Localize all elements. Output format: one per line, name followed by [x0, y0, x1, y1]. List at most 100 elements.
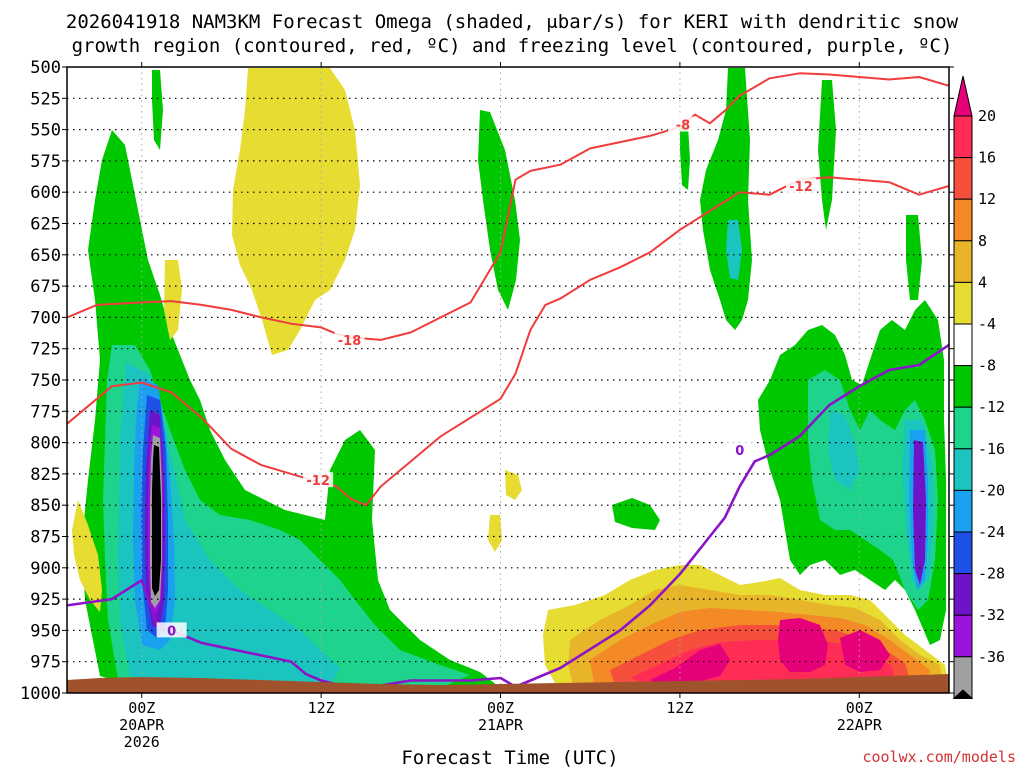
y-tick-label: 900	[30, 559, 61, 579]
colorbar-label: -32	[978, 606, 1005, 624]
x-tick-label: 12Z	[308, 699, 335, 717]
colorbar-segment	[953, 157, 973, 200]
chart-title-line-2: growth region (contoured, red, ºC) and f…	[72, 35, 953, 57]
sink-left-edge	[72, 500, 102, 612]
right-lift-cyan	[828, 410, 860, 490]
sink-small-21apr	[505, 470, 522, 500]
lift-patch-21apr-upper	[478, 110, 520, 310]
lift-patch-12z-upper	[680, 125, 690, 190]
colorbar-segment	[953, 281, 973, 325]
y-tick-label: 675	[30, 277, 61, 297]
y-tick-label: 875	[30, 528, 61, 548]
y-tick-label: 1000	[20, 684, 61, 704]
y-tick-label: 825	[30, 465, 61, 485]
y-tick-label: 750	[30, 371, 61, 391]
y-tick-label: 575	[30, 152, 61, 172]
lift-patch-21apr-small	[612, 498, 660, 530]
colorbar-label: -16	[978, 440, 1005, 458]
x-tick-label: 22APR	[837, 716, 883, 734]
contour-label-bg	[667, 116, 698, 132]
colorbar-label: -4	[978, 315, 996, 333]
colorbar-label: 20	[978, 107, 996, 125]
colorbar-label: -8	[978, 357, 996, 375]
right-lift-column-upper-green	[818, 80, 836, 230]
y-tick-label: 500	[30, 58, 61, 78]
colorbar-label: 8	[978, 232, 987, 250]
contour-label-bg	[334, 331, 365, 347]
y-tick-label: 550	[30, 121, 61, 141]
colorbar-segment	[953, 448, 973, 491]
colorbar-segment	[953, 115, 973, 159]
x-tick-label: 00Z	[128, 699, 155, 717]
contour-label: 0	[167, 624, 176, 639]
contour-label-bg	[303, 472, 334, 488]
colorbar-label: -36	[978, 648, 1005, 666]
contour-line	[67, 72, 949, 341]
pressure-axis: 500 525 550 575 600 625 650 675 700 725 750 775 800 8…	[20, 58, 954, 704]
contour-label-bg	[786, 177, 817, 193]
sink-small-21apr-2	[488, 515, 502, 552]
y-tick-label: 600	[30, 183, 61, 203]
sink-low-magenta-2	[778, 618, 828, 672]
colorbar-label: 12	[978, 190, 996, 208]
colorbar-segment	[953, 573, 973, 616]
y-tick-label: 650	[30, 246, 61, 266]
y-tick-label: 525	[30, 89, 61, 109]
colorbar-segment	[953, 198, 973, 242]
sink-low-magenta-1	[650, 644, 730, 686]
chart-title-line-1: 2026041918 NAM3KM Forecast Omega (shaded…	[66, 11, 959, 33]
right-lift-upper-cyan	[726, 220, 742, 280]
x-tick-label: 00Z	[846, 699, 873, 717]
contour-label: 0	[735, 444, 744, 459]
colorbar-segment	[953, 406, 973, 450]
colorbar-segment	[953, 489, 973, 533]
y-tick-label: 775	[30, 402, 61, 422]
colorbar-arrow-top	[953, 75, 973, 117]
y-tick-label: 625	[30, 215, 61, 235]
contour-label: -12	[789, 180, 813, 195]
lift-column-black	[152, 445, 161, 596]
x-tick-label: 20APR	[119, 716, 165, 734]
contour-label: -12	[306, 474, 330, 489]
x-axis-label: Forecast Time (UTC)	[401, 747, 618, 768]
colorbar-arrow-bottom	[952, 689, 974, 699]
y-tick-label: 800	[30, 434, 61, 454]
y-tick-label: 925	[30, 590, 61, 610]
contour-label-bg	[156, 622, 187, 638]
colorbar-segment	[953, 323, 973, 367]
y-tick-label: 700	[30, 308, 61, 328]
credit-text: coolwx.com/models	[862, 748, 1016, 766]
colorbar-label: -12	[978, 398, 1005, 416]
contour-labels: -8 -12 -18 -12 0 0	[156, 116, 817, 639]
sink-aloft-yellow	[232, 68, 360, 355]
colorbar-segment	[953, 240, 973, 283]
x-tick-label: 12Z	[666, 699, 693, 717]
y-tick-label: 725	[30, 340, 61, 360]
colorbar: 20 16 12 8 4 -4 -8 -12 -16 -20 -24 -28 -32 -36	[952, 75, 1005, 699]
colorbar-label: -28	[978, 565, 1005, 583]
colorbar-segment	[953, 365, 973, 408]
contour-label-bg	[724, 442, 755, 458]
x-tick-label: 21APR	[478, 716, 524, 734]
contour-label: -18	[338, 334, 362, 349]
x-tick-label: 2026	[124, 733, 160, 751]
y-tick-label: 950	[30, 621, 61, 641]
plot-area: -8 -12 -18 -12 0 0	[67, 67, 949, 693]
contour-line	[67, 176, 949, 507]
ground-terrain	[67, 674, 949, 693]
y-tick-label: 975	[30, 653, 61, 673]
right-lift-purple	[913, 440, 926, 585]
colorbar-label: 16	[978, 149, 996, 167]
y-tick-label: 850	[30, 496, 61, 516]
colorbar-segment	[953, 614, 973, 658]
contour-label: -8	[676, 119, 690, 134]
lift-patch-upper	[152, 70, 163, 150]
sink-small-upper	[164, 260, 182, 340]
colorbar-label: -20	[978, 481, 1005, 499]
colorbar-label: -24	[978, 523, 1005, 541]
x-tick-label: 00Z	[487, 699, 514, 717]
colorbar-segment	[953, 531, 973, 575]
right-lift-column-upper-green-2	[906, 215, 922, 300]
